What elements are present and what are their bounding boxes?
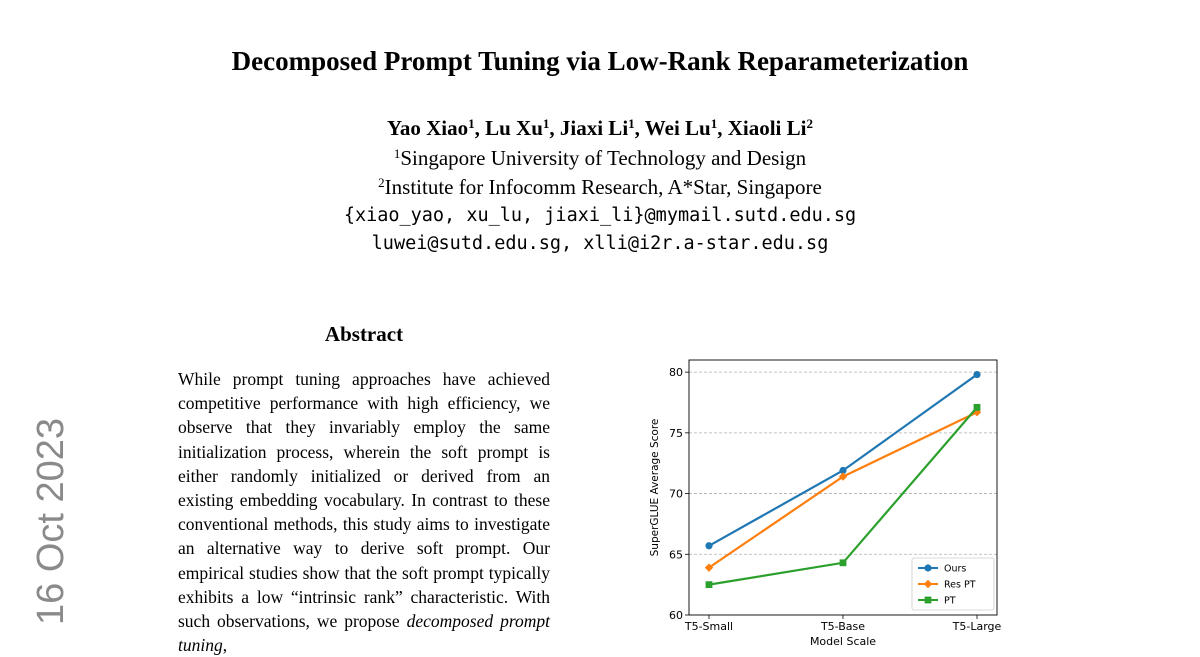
legend-marker <box>923 579 933 589</box>
data-point <box>838 472 848 481</box>
legend-marker <box>924 596 932 604</box>
author-list: Yao Xiao1, Lu Xu1, Jiaxi Li1, Wei Lu1, X… <box>387 116 813 140</box>
author-emails-2: luwei@sutd.edu.sg, xlli@i2r.a-star.edu.s… <box>371 233 829 254</box>
affiliation-1: 1Singapore University of Technology and … <box>0 146 1200 171</box>
x-tick-label: T5-Small <box>684 620 733 633</box>
author-name: Yao Xiao <box>387 116 469 140</box>
legend-label: Res PT <box>944 580 976 591</box>
author-emails-1: {xiao_yao, xu_lu, jiaxi_li}@mymail.sutd.… <box>343 205 857 226</box>
legend-marker <box>924 564 932 572</box>
author-name: Jiaxi Li <box>559 116 629 140</box>
data-point <box>973 370 981 379</box>
data-point <box>972 408 982 417</box>
abstract-text: While prompt tuning approaches have achi… <box>178 369 550 632</box>
data-point <box>704 563 714 572</box>
data-point <box>839 466 847 475</box>
paper-title: Decomposed Prompt Tuning via Low-Rank Re… <box>231 46 969 76</box>
y-axis-label: SuperGLUE Average Score <box>649 419 661 557</box>
legend-label: Ours <box>944 564 966 575</box>
affiliation-mark: 2 <box>378 175 385 190</box>
affiliation-text: Singapore University of Technology and D… <box>400 146 807 170</box>
data-point <box>839 559 847 567</box>
affiliation-2: 2Institute for Infocomm Research, A*Star… <box>0 175 1200 200</box>
author-name: Lu Xu <box>485 116 543 140</box>
data-point <box>973 403 981 411</box>
author-name: Wei Lu <box>644 116 711 140</box>
y-tick-label: 65 <box>669 548 683 561</box>
affiliation-text: Institute for Infocomm Research, A*Star,… <box>384 175 822 199</box>
y-tick-label: 75 <box>669 427 683 440</box>
affiliation-mark: 1 <box>393 146 401 161</box>
abstract-text-tail: , <box>222 635 228 656</box>
legend-box <box>911 557 995 611</box>
line-chart: 60 65 70 75 80 T5-Small T5-Base T5-Large Model S… <box>649 359 1002 648</box>
data-point <box>705 581 713 589</box>
figure-chart: 60 65 70 75 80 T5-Small T5-Base T5-Large Model S… <box>640 350 1020 648</box>
abstract-heading: Abstract <box>324 322 404 346</box>
y-tick-label: 60 <box>669 609 683 622</box>
series-line <box>708 411 978 569</box>
arxiv-date-stamp: 16 Oct 2023 <box>26 417 76 625</box>
author-affiliation-mark: 1 <box>542 116 550 131</box>
legend-label: PT <box>944 596 956 607</box>
series-line <box>708 373 978 547</box>
x-tick-label: T5-Base <box>820 620 865 633</box>
arxiv-date-text: 16 Oct 2023 <box>30 417 72 625</box>
author-affiliation-mark: 1 <box>468 116 475 131</box>
y-tick-label: 80 <box>669 366 683 379</box>
author-affiliation-mark: 1 <box>628 116 635 131</box>
abstract-paragraph: While prompt tuning approaches have achi… <box>178 367 550 657</box>
x-axis-label: Model Scale <box>810 635 876 648</box>
author-affiliation-mark: 2 <box>806 116 813 131</box>
author-affiliation-mark: 1 <box>710 116 718 131</box>
abstract-body: While prompt tuning approaches have achi… <box>178 367 550 657</box>
x-tick-label: T5-Large <box>952 620 1002 633</box>
plot-frame <box>688 359 998 616</box>
data-point <box>705 542 713 550</box>
y-tick-label: 70 <box>669 488 683 501</box>
author-name: Xiaoli Li <box>727 116 807 140</box>
